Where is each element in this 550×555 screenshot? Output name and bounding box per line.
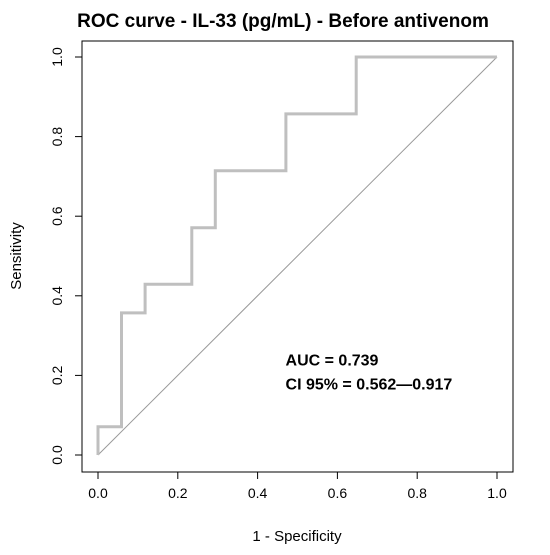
y-axis-label: Sensitivity <box>8 222 25 290</box>
reference-diagonal-line <box>97 56 498 456</box>
x-tick-label: 0.4 <box>248 485 268 501</box>
x-tick-label: 0.2 <box>168 485 188 501</box>
x-axis-label: 1 - Specificity <box>252 528 342 545</box>
x-tick-label: 0.8 <box>407 485 427 501</box>
y-tick-label: 1.0 <box>49 47 65 67</box>
y-axis: 0.0 0.2 0.4 0.6 0.8 1.0 <box>49 47 83 465</box>
plot-area <box>96 55 498 456</box>
auc-annotation: AUC = 0.739 <box>286 352 379 369</box>
x-axis: 0.0 0.2 0.4 0.6 0.8 1.0 <box>88 471 507 501</box>
y-tick-label: 0.4 <box>49 286 65 306</box>
ci-annotation: CI 95% = 0.562—0.917 <box>286 376 453 393</box>
x-tick-label: 0.0 <box>88 485 108 501</box>
y-tick-label: 0.8 <box>49 127 65 147</box>
x-tick-label: 0.6 <box>328 485 348 501</box>
y-tick-label: 0.2 <box>49 365 65 385</box>
y-tick-label: 0.0 <box>49 445 65 465</box>
y-tick-label: 0.6 <box>49 206 65 226</box>
annotations: AUC = 0.739 CI 95% = 0.562—0.917 <box>286 352 453 393</box>
x-tick-label: 1.0 <box>487 485 507 501</box>
roc-curve-line <box>96 55 497 455</box>
chart-title: ROC curve - IL-33 (pg/mL) - Before antiv… <box>77 11 489 32</box>
